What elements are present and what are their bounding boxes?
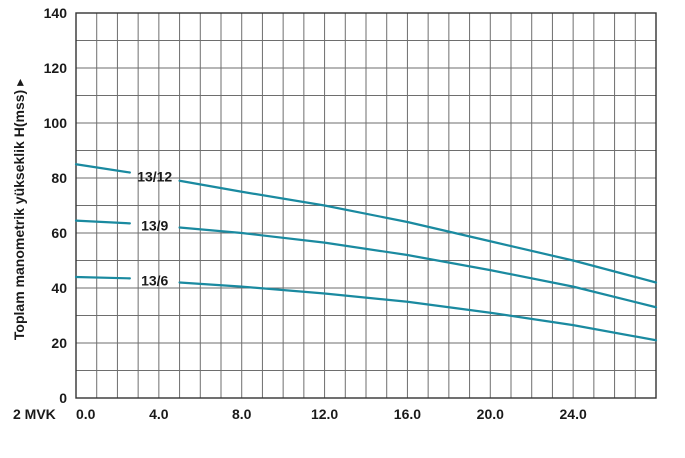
x-tick-label: 0.0 [76, 406, 96, 422]
y-tick-label: 100 [44, 115, 68, 131]
series-line [74, 163, 131, 174]
y-tick-label: 140 [44, 5, 68, 21]
x-tick-labels: 0.0 4.0 8.0 12.0 16.0 20.0 24.0 [76, 406, 587, 422]
series-line [178, 226, 658, 309]
grid [76, 13, 656, 398]
series-label: 13/6 [141, 272, 168, 288]
y-tick-label: 0 [59, 390, 67, 406]
series-line [178, 179, 658, 284]
y-tick-label: 20 [51, 335, 67, 351]
series-line [74, 219, 131, 225]
y-tick-label: 60 [51, 225, 67, 241]
x-tick-label: 16.0 [394, 406, 421, 422]
x-tick-label: 4.0 [149, 406, 169, 422]
x-axis-prefix-label: 2 MVK [13, 406, 56, 422]
series-lines: 13/12 13/9 13/6 [74, 163, 658, 342]
y-tick-label: 80 [51, 170, 67, 186]
x-tick-label: 8.0 [232, 406, 252, 422]
series-line [74, 275, 131, 280]
plot-frame [75, 12, 657, 399]
y-tick-label: 120 [44, 60, 68, 76]
series-line [178, 281, 658, 342]
x-tick-label: 12.0 [311, 406, 338, 422]
series-label: 13/9 [141, 217, 168, 233]
y-tick-label: 40 [51, 280, 67, 296]
x-tick-label: 20.0 [477, 406, 504, 422]
y-axis-title: Toplam manometrik yükseklik H(mss) ▸ [11, 79, 27, 340]
y-tick-labels: 0 20 40 60 80 100 120 140 [44, 5, 68, 406]
series-label: 13/12 [137, 169, 172, 185]
x-tick-label: 24.0 [560, 406, 587, 422]
